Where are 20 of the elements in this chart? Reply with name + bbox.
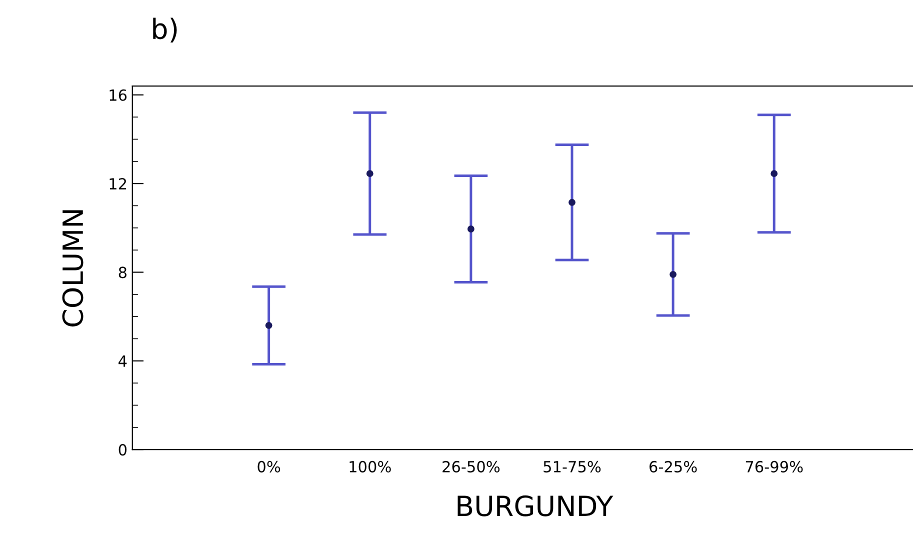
x-tick-label: 76-99% [746,460,803,472]
chart-title: b) [153,18,177,43]
point [265,322,272,329]
x-tick-label: 100% [350,460,391,472]
point [670,270,677,278]
y-tick-label: 4 [118,356,127,367]
x-tick-label: 26-50% [442,460,500,472]
x-tick-label: 51-75% [544,460,601,472]
x-axis-title: BURGUNDY [458,495,614,516]
y-tick-label: 8 [118,266,126,278]
y-tick-label: 0 [118,444,127,456]
y-tick-label: 16 [110,89,127,101]
point [568,198,576,206]
x-tick-label: 0% [258,460,280,472]
point [770,170,778,178]
point [366,170,374,178]
y-axis-title: COLUMN [62,210,84,326]
point [467,226,474,232]
x-tick-label: 6-25% [650,460,697,472]
y-tick-label: 12 [110,178,126,190]
